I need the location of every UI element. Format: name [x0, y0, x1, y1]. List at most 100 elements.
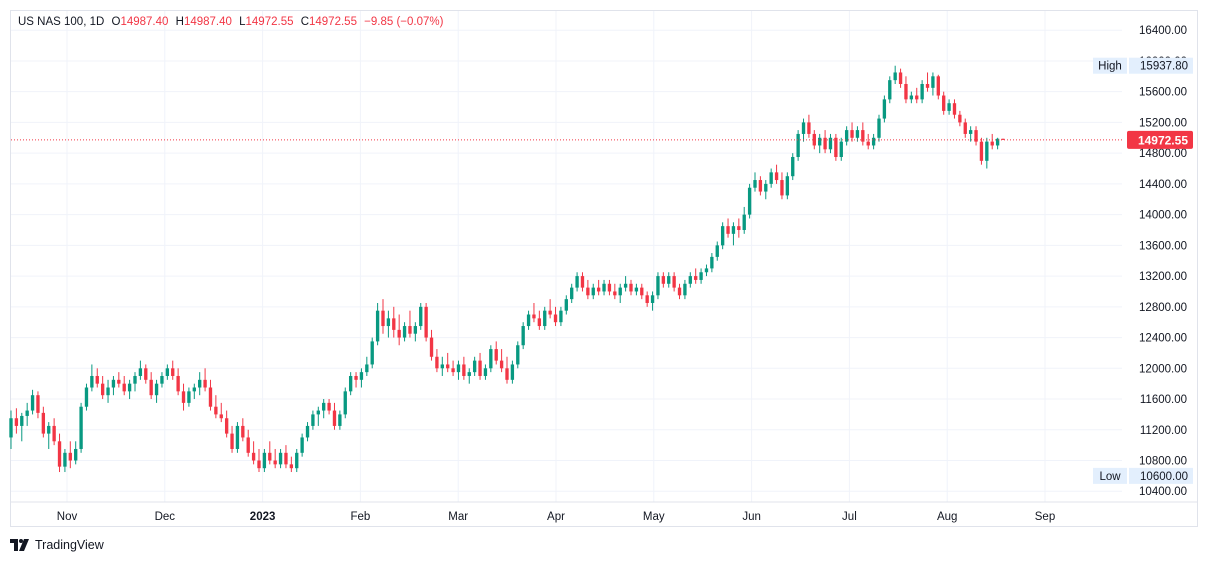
candle-body [365, 364, 369, 373]
candle-body [144, 368, 148, 380]
y-tick-label: 13200.00 [1139, 271, 1187, 283]
last-price-label: 14972.55 [1138, 133, 1188, 147]
candle-body [979, 141, 984, 161]
candle-body [1001, 138, 1005, 140]
candle-body [127, 383, 132, 392]
candle-body [694, 276, 698, 280]
candle-body [90, 375, 94, 388]
x-tick-label: Sep [1035, 511, 1055, 523]
y-tick-label: 10800.00 [1139, 456, 1187, 468]
y-tick-label: 14800.00 [1139, 148, 1187, 160]
candle-body [591, 287, 595, 296]
open-label: O [111, 16, 121, 28]
candle-body [796, 133, 800, 157]
candle-body [359, 372, 364, 380]
candle-body [79, 406, 83, 449]
candle-body [947, 103, 951, 111]
candle-body [516, 345, 520, 365]
candle-body [246, 437, 250, 453]
candle-body [774, 172, 779, 181]
candle-body [316, 410, 320, 415]
y-tick-label: 10400.00 [1139, 486, 1187, 498]
candle-body [95, 375, 99, 384]
candle-body [526, 314, 531, 327]
candle-body [521, 326, 525, 346]
symbol-label[interactable]: US NAS 100, 1D [18, 16, 105, 28]
candle-body [661, 276, 666, 284]
candle-body [596, 287, 601, 292]
candle-body [888, 80, 892, 100]
candle-body [278, 452, 283, 465]
candle-body [871, 137, 876, 146]
candle-body [392, 318, 396, 330]
candle-body [672, 276, 676, 288]
close-label: C [300, 16, 309, 28]
low-badge-value: 10600.00 [1140, 471, 1188, 483]
candle-body [284, 452, 288, 465]
candle-body [812, 133, 816, 146]
high-label: H [175, 16, 184, 28]
candle-body [386, 318, 391, 327]
tradingview-logo-icon [10, 539, 29, 551]
candle-body [925, 83, 930, 88]
candle-body [257, 460, 261, 469]
candle-body [882, 99, 887, 119]
candle-body [381, 310, 385, 327]
candle-body [645, 295, 649, 303]
candle-body [187, 391, 191, 403]
high-badge-label: High [1098, 61, 1122, 73]
candle-body [677, 287, 682, 296]
candle-body [230, 433, 234, 449]
close-value: 14972.55 [309, 16, 357, 28]
high-badge-value: 15937.80 [1140, 61, 1188, 73]
y-tick-label: 11600.00 [1140, 394, 1187, 406]
candle-body [165, 368, 170, 376]
candle-body [807, 122, 811, 134]
high-value: 14987.40 [183, 16, 232, 28]
candle-body [117, 379, 121, 384]
candle-body [769, 172, 773, 184]
candle-body [861, 130, 865, 142]
x-tick-label: Nov [57, 511, 78, 523]
candle-body [915, 95, 919, 100]
candle-body [224, 418, 229, 434]
candle-body [780, 180, 784, 196]
candle-body [963, 122, 967, 134]
candle-body [623, 283, 628, 288]
candle-body [629, 283, 633, 292]
candle-body [435, 356, 439, 369]
ohlc-legend: US NAS 100, 1D O14987.40 H14987.40 L1497… [18, 16, 443, 28]
candle-body [268, 452, 272, 461]
candle-body [63, 452, 67, 467]
candle-body [106, 387, 110, 396]
candle-body [322, 402, 326, 411]
candle-body [942, 95, 946, 111]
candle-body [909, 95, 914, 100]
y-tick-label: 15600.00 [1139, 87, 1187, 99]
candle-body [758, 180, 763, 192]
last-price-badge [1127, 130, 1193, 149]
candle-body [532, 314, 536, 319]
x-tick-label: Apr [547, 511, 565, 523]
candle-body [683, 283, 687, 296]
candle-body [742, 214, 746, 230]
candle-body [332, 410, 337, 426]
candle-body [100, 383, 105, 396]
candle-body [311, 414, 315, 426]
candle-body [575, 276, 579, 288]
candle-body [456, 364, 461, 373]
low-badge-value-bg [1129, 467, 1193, 484]
high-badge-value-bg [1129, 57, 1193, 74]
candle-body [985, 141, 989, 161]
tradingview-attribution[interactable]: TradingView [10, 538, 104, 552]
candle-body [715, 245, 719, 257]
candle-body [181, 391, 186, 403]
candle-body [68, 452, 72, 461]
candle-body [747, 187, 752, 215]
candle-body [904, 83, 908, 100]
candle-body [548, 310, 552, 315]
candle-body [990, 141, 994, 146]
candle-body [348, 375, 353, 392]
chart-frame[interactable] [10, 10, 1198, 527]
